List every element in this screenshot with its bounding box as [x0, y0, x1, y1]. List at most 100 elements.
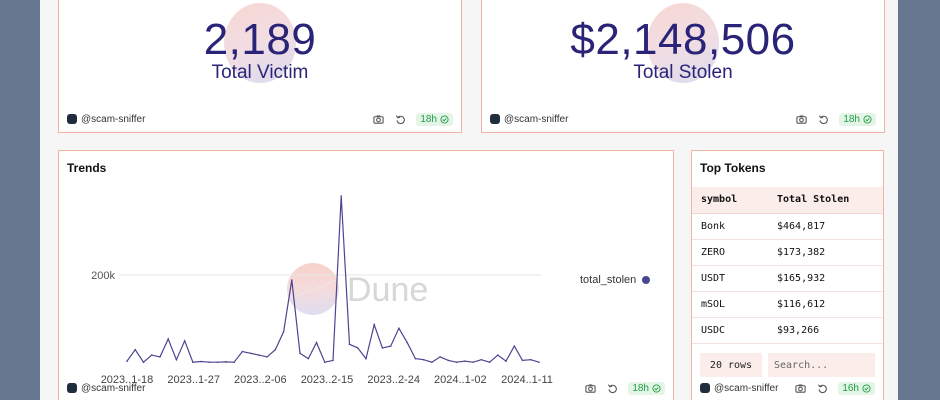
data-point[interactable] — [225, 361, 227, 363]
freshness-age: 18h — [420, 113, 437, 125]
data-point[interactable] — [291, 279, 293, 281]
token-symbol: ZERO — [692, 239, 768, 266]
check-circle-icon — [862, 383, 871, 393]
data-point[interactable] — [406, 341, 408, 344]
camera-icon[interactable] — [795, 113, 807, 125]
data-point[interactable] — [521, 359, 524, 362]
token-total-stolen: $464,817 — [768, 213, 883, 240]
freshness-age: 18h — [632, 382, 649, 394]
data-point[interactable] — [134, 348, 137, 351]
freshness-badge: 18h — [839, 112, 876, 126]
x-tick-label: 2023..2-24 — [367, 374, 420, 386]
data-point[interactable] — [373, 323, 376, 326]
data-point[interactable] — [340, 195, 343, 197]
refresh-icon[interactable] — [394, 113, 406, 125]
data-point[interactable] — [398, 327, 400, 330]
data-point[interactable] — [513, 345, 516, 347]
author-link[interactable]: @scam-sniffer — [67, 114, 145, 125]
data-point[interactable] — [200, 360, 202, 363]
data-point[interactable] — [167, 338, 169, 340]
data-point[interactable] — [150, 354, 153, 356]
total-stolen-label: Total Stolen — [633, 61, 733, 83]
data-point[interactable] — [472, 361, 474, 364]
data-point[interactable] — [538, 361, 540, 364]
table-row: ZERO $173,382 — [692, 239, 883, 266]
author-link[interactable]: @scam-sniffer — [490, 114, 568, 125]
dashboard-page: 2,189 Total Victim @scam-sniffer 18h $2,… — [40, 0, 898, 400]
data-point[interactable] — [216, 361, 219, 364]
data-point[interactable] — [447, 359, 450, 362]
avatar — [700, 383, 710, 393]
data-point[interactable] — [249, 352, 252, 355]
total-stolen-card: $2,148,506 Total Stolen @scam-sniffer 18… — [481, 0, 885, 133]
top-tokens-table: symbol Total Stolen Bonk $464,817 ZERO $17… — [692, 187, 883, 344]
data-point[interactable] — [175, 358, 178, 361]
token-symbol: Bonk — [692, 213, 768, 240]
data-point[interactable] — [241, 350, 244, 353]
data-point[interactable] — [480, 358, 483, 361]
refresh-icon[interactable] — [606, 382, 618, 394]
data-point[interactable] — [381, 347, 384, 349]
data-point[interactable] — [282, 331, 285, 333]
data-point[interactable] — [192, 361, 194, 364]
table-row: USDT $165,932 — [692, 265, 883, 292]
data-point[interactable] — [208, 361, 211, 364]
data-point[interactable] — [464, 360, 466, 362]
column-header-symbol[interactable]: symbol — [692, 187, 768, 214]
data-point[interactable] — [422, 358, 425, 361]
trends-chart: Dune 200k 2023..1-18 2023..1-27 2023..2-06… — [91, 195, 553, 386]
top-tokens-title: Top Tokens — [700, 161, 766, 175]
freshness-age: 16h — [842, 382, 859, 394]
data-point[interactable] — [183, 339, 186, 342]
data-point[interactable] — [233, 361, 235, 364]
camera-icon[interactable] — [584, 382, 596, 394]
card-footer: @scam-sniffer 18h — [59, 106, 461, 132]
counter-background-blob — [647, 3, 719, 83]
author-link[interactable]: @scam-sniffer — [67, 383, 145, 394]
table-search-input[interactable] — [768, 353, 875, 377]
dune-watermark-text: Dune — [347, 271, 428, 309]
card-footer: @scam-sniffer 18h — [59, 375, 673, 400]
camera-icon[interactable] — [794, 382, 806, 394]
data-point[interactable] — [274, 348, 277, 351]
data-point[interactable] — [348, 343, 351, 346]
data-point[interactable] — [414, 357, 417, 360]
author-name: @scam-sniffer — [81, 113, 146, 125]
data-point[interactable] — [505, 360, 507, 362]
data-point[interactable] — [159, 356, 161, 358]
refresh-icon[interactable] — [816, 382, 828, 394]
data-point[interactable] — [455, 361, 458, 364]
total-victim-card: 2,189 Total Victim @scam-sniffer 18h — [58, 0, 462, 133]
token-total-stolen: $165,932 — [768, 265, 883, 292]
data-point[interactable] — [389, 345, 392, 347]
data-point[interactable] — [497, 354, 499, 356]
data-point[interactable] — [307, 357, 310, 360]
x-tick-label: 2023..1-27 — [167, 374, 220, 386]
token-total-stolen: $93,266 — [768, 317, 883, 344]
data-point[interactable] — [365, 357, 367, 360]
data-point[interactable] — [332, 359, 334, 362]
data-point[interactable] — [439, 356, 441, 358]
author-link[interactable]: @scam-sniffer — [700, 383, 778, 394]
data-point[interactable] — [488, 361, 491, 364]
data-point[interactable] — [126, 360, 128, 362]
data-point[interactable] — [315, 341, 318, 344]
data-point[interactable] — [299, 352, 301, 355]
data-point[interactable] — [529, 358, 532, 361]
y-tick-label: 200k — [91, 270, 115, 282]
data-point[interactable] — [142, 361, 145, 364]
data-point[interactable] — [356, 347, 359, 349]
data-point[interactable] — [266, 356, 268, 358]
camera-icon[interactable] — [372, 113, 384, 125]
avatar — [67, 383, 77, 393]
refresh-icon[interactable] — [817, 113, 829, 125]
legend-dot — [642, 276, 651, 284]
column-header-total-stolen[interactable]: Total Stolen — [768, 187, 883, 214]
freshness-badge: 18h — [628, 381, 665, 395]
data-point[interactable] — [323, 361, 326, 364]
card-footer: @scam-sniffer 16h — [692, 375, 883, 400]
legend-label: total_stolen — [580, 274, 637, 286]
data-point[interactable] — [258, 354, 260, 356]
data-point[interactable] — [431, 361, 433, 364]
chart-legend[interactable]: total_stolen — [580, 274, 651, 286]
